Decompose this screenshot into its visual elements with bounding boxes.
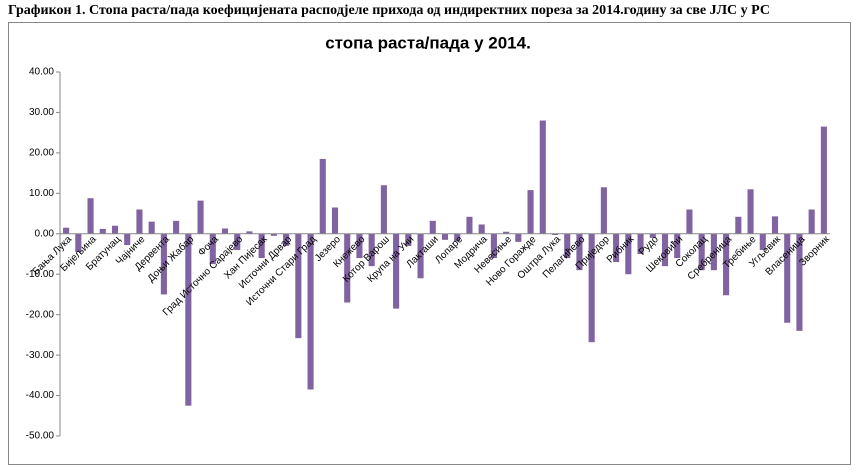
bar [356,233,363,259]
bar [99,228,106,234]
bar [393,233,400,309]
bar [613,233,620,263]
bar [771,216,779,234]
bar [503,231,510,234]
bar [490,233,497,259]
bar [75,233,82,252]
bar [160,233,167,295]
bar [295,233,302,339]
bar [307,233,314,390]
bar [637,233,644,254]
bar [674,233,681,259]
bar [209,233,216,265]
bar [551,233,559,235]
y-tick-label: 40.00 [29,67,54,78]
chart: стопа раста/пада у 2014. -50.00 -40.00 -30… [8,22,851,465]
bar [417,233,424,279]
y-tick-label: 0.00 [35,228,55,239]
bar [723,233,730,296]
bar [747,189,754,234]
bar [368,233,375,267]
y-tick-label: -30.00 [26,350,55,361]
bar [234,233,241,250]
bar [331,207,339,234]
bar [625,233,632,275]
bar [405,233,412,246]
bar [576,233,583,271]
y-tick-label: -50.00 [26,431,55,442]
bar [111,225,119,234]
bar [784,233,791,323]
y-tick-label: 30.00 [29,107,54,118]
bar [796,233,803,331]
bar [344,233,351,303]
bar [539,120,546,234]
bar [246,231,253,234]
bar [185,233,192,406]
page-heading: Графикон 1. Стопа раста/пада коефицијена… [8,3,770,18]
bar [661,233,669,267]
bar [319,158,326,234]
chart-title: стопа раста/пада у 2014. [325,33,531,52]
bar [600,187,607,234]
bar [454,233,461,242]
bar [527,190,534,234]
bar [649,233,656,238]
bar [197,200,204,234]
bar [686,209,693,234]
bar [173,220,180,234]
bar [698,233,705,271]
bar [87,198,94,234]
bar [759,233,766,250]
bar [258,233,265,259]
bar [735,216,742,234]
bar [478,224,485,234]
bar [221,228,229,234]
bar [63,227,70,234]
bar [564,233,571,259]
y-tick-label: -20.00 [26,309,55,320]
y-tick-label: -40.00 [26,390,55,401]
bar [466,216,473,234]
chart-frame [8,22,851,465]
bar [124,233,131,246]
bar [380,185,387,234]
bar [148,221,155,234]
y-tick-label: 20.00 [29,148,54,159]
bar [588,233,595,343]
bar [515,233,522,242]
bar [441,233,449,240]
bar [429,220,436,234]
bar [270,233,277,236]
bar [808,209,815,234]
bar [710,233,717,271]
bar [820,126,827,234]
y-tick-label: -10.00 [26,269,55,280]
y-tick-label: 10.00 [29,188,54,199]
bar [136,209,143,234]
bar [283,233,290,246]
